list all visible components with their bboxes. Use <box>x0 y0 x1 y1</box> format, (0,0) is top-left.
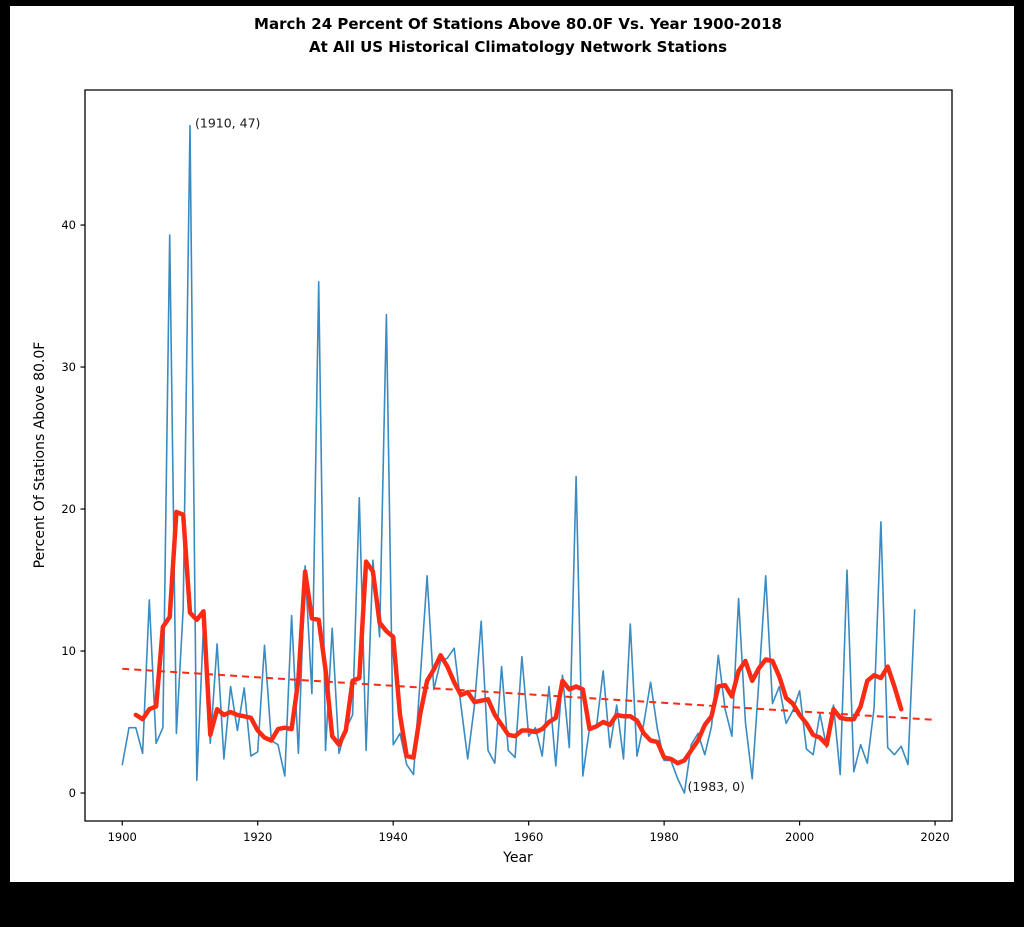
y-tick-label: 0 <box>69 786 76 800</box>
chart-title-line1: March 24 Percent Of Stations Above 80.0F… <box>254 15 782 33</box>
point-annotation: (1910, 47) <box>195 116 260 131</box>
plot-spines <box>84 89 953 822</box>
x-tick-label: 1920 <box>243 830 272 844</box>
y-tick-label: 30 <box>61 360 76 374</box>
y-tick-label: 40 <box>61 218 76 232</box>
y-tick-label: 10 <box>61 644 76 658</box>
y-tick-label: 20 <box>61 502 76 516</box>
annual-series-line <box>121 124 916 794</box>
x-axis-label: Year <box>502 850 533 866</box>
x-tick-label: 2020 <box>920 830 949 844</box>
smoothed-series-line <box>133 509 904 766</box>
x-tick-label: 1980 <box>649 830 678 844</box>
plot-layer: 1900 1920 1940 1960 1980 2000 2020 0 10 20 30 40 (19… <box>61 89 953 844</box>
x-tick-label: 1900 <box>108 830 137 844</box>
chart-title-line2: At All US Historical Climatology Network… <box>309 38 727 56</box>
y-axis-label: Percent Of Stations Above 80.0F <box>32 342 48 569</box>
x-tick-label: 2000 <box>785 830 814 844</box>
point-annotation: (1983, 0) <box>687 779 744 794</box>
x-tick-label: 1940 <box>379 830 408 844</box>
x-tick-label: 1960 <box>514 830 543 844</box>
